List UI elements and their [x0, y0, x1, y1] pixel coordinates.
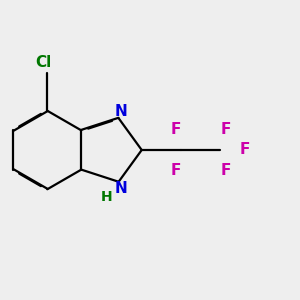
Text: F: F: [171, 163, 181, 178]
Text: F: F: [239, 142, 250, 158]
Text: F: F: [171, 122, 181, 137]
Text: N: N: [114, 104, 127, 119]
Text: F: F: [221, 163, 231, 178]
Text: N: N: [114, 181, 127, 196]
Text: H: H: [101, 190, 113, 204]
Text: Cl: Cl: [35, 55, 52, 70]
Text: F: F: [221, 122, 231, 137]
